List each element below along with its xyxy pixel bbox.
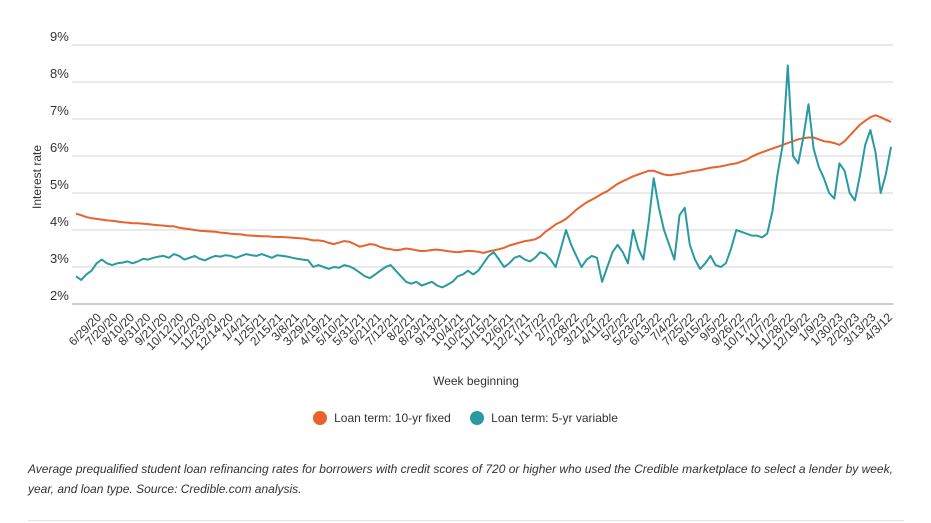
legend-swatch-5yr-variable — [470, 411, 485, 425]
y-tick-label: 9% — [50, 29, 69, 44]
legend-swatch-10yr-fixed — [313, 411, 328, 425]
legend-item-10yr-fixed[interactable]: Loan term: 10-yr fixed — [313, 411, 451, 425]
series-line-10yr-fixed[interactable] — [75, 114, 892, 254]
line-chart: 9% 8% 7% 6% 5% 4% 3% 2% 6/29/207/20/208/10/208/… — [30, 29, 895, 388]
legend-label-5yr-variable: Loan term: 5-yr variable — [491, 411, 618, 425]
y-tick-label: 8% — [50, 66, 69, 81]
legend: Loan term: 10-yr fixed Loan term: 5-yr v… — [0, 411, 931, 428]
y-tick-label: 2% — [50, 288, 69, 303]
y-tick-label: 7% — [50, 103, 69, 118]
divider — [28, 520, 904, 521]
x-axis-ticks: 6/29/207/20/208/10/208/31/209/21/2010/12… — [66, 310, 895, 353]
y-tick-label: 4% — [50, 214, 69, 229]
gridlines — [72, 44, 893, 305]
y-tick-label: 5% — [50, 177, 69, 192]
x-axis-title: Week beginning — [433, 374, 519, 388]
legend-item-5yr-variable[interactable]: Loan term: 5-yr variable — [470, 411, 618, 425]
chart-caption: Average prequalified student loan refina… — [28, 462, 893, 496]
series-lines — [75, 64, 892, 289]
legend-label-10yr-fixed: Loan term: 10-yr fixed — [334, 411, 451, 425]
y-axis-ticks: 9% 8% 7% 6% 5% 4% 3% 2% — [50, 29, 69, 303]
y-tick-label: 3% — [50, 251, 69, 266]
y-axis-title: Interest rate — [30, 145, 44, 209]
series-line-5yr-variable[interactable] — [75, 64, 892, 289]
y-tick-label: 6% — [50, 140, 69, 155]
